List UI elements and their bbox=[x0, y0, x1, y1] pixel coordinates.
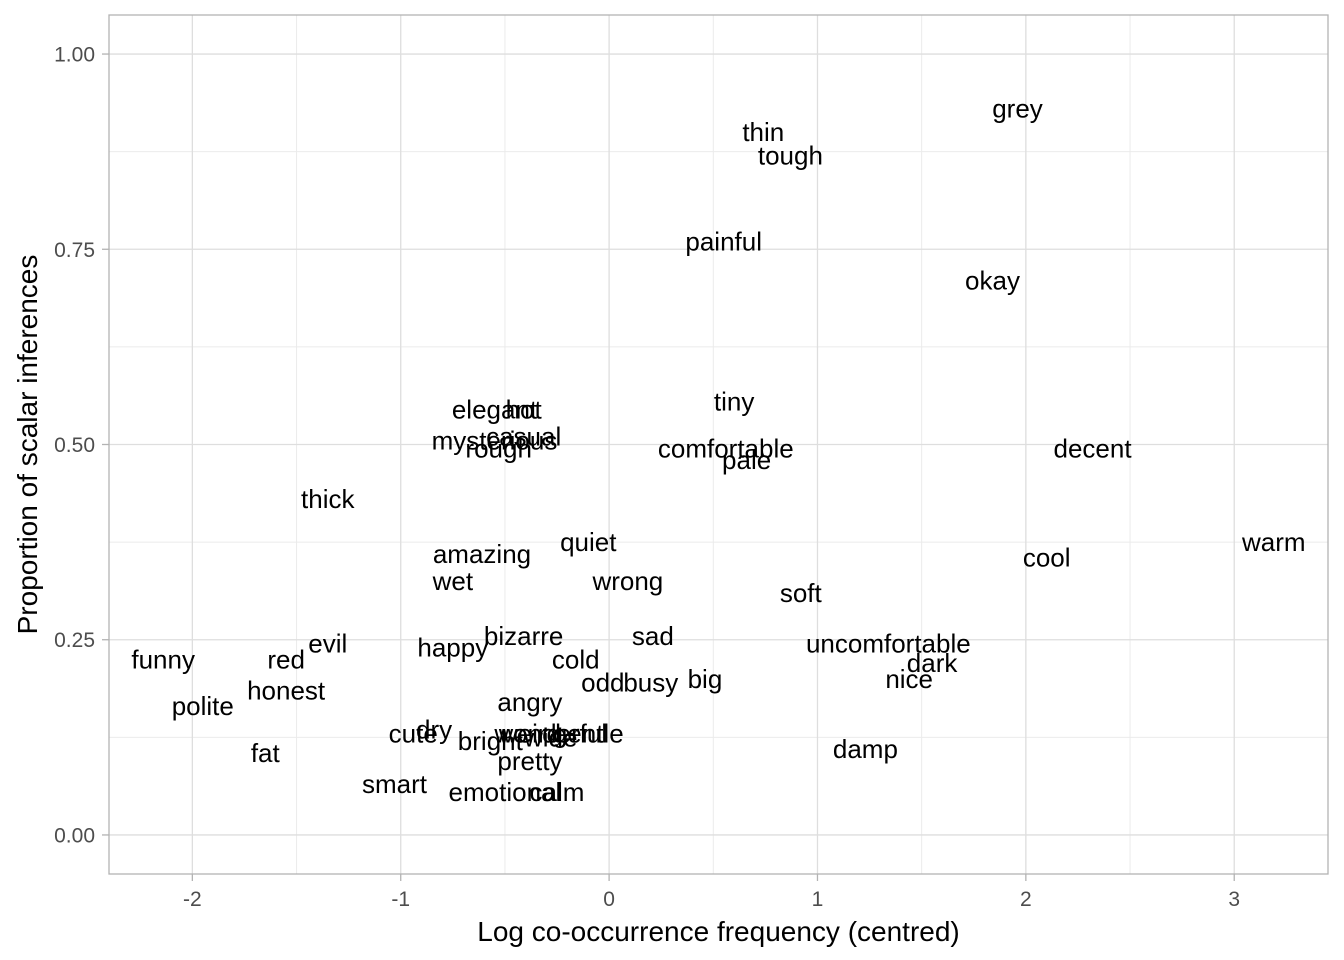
point-label-tiny: tiny bbox=[714, 387, 754, 417]
point-label-red: red bbox=[267, 644, 305, 674]
point-label-polite: polite bbox=[172, 691, 234, 721]
point-label-gentle: gentle bbox=[553, 718, 624, 748]
point-label-smart: smart bbox=[362, 769, 428, 799]
point-label-amazing: amazing bbox=[433, 539, 531, 569]
point-label-wonderful: wonderful bbox=[493, 718, 607, 748]
point-label-honest: honest bbox=[247, 675, 326, 705]
point-label-pretty: pretty bbox=[497, 746, 562, 776]
x-tick-label: -1 bbox=[391, 888, 410, 911]
point-label-thin: thin bbox=[742, 117, 784, 147]
point-label-painful: painful bbox=[685, 226, 762, 256]
point-label-mysterious: mysterious bbox=[432, 426, 558, 456]
point-label-cool: cool bbox=[1023, 543, 1071, 573]
y-axis: 0.00 0.25 0.50 0.75 1.00 bbox=[54, 44, 109, 847]
x-axis-title: Log co-occurrence frequency (centred) bbox=[477, 916, 959, 947]
point-label-decent: decent bbox=[1053, 433, 1132, 463]
point-label-pale: pale bbox=[722, 445, 771, 475]
word-labels: greythintoughpainfulokaytinyeleganthotca… bbox=[131, 94, 1305, 807]
point-label-casual: casual bbox=[486, 422, 561, 452]
point-label-nice: nice bbox=[885, 664, 933, 694]
y-tick-label: 0.00 bbox=[54, 824, 95, 847]
point-label-uncomfortable: uncomfortable bbox=[806, 629, 971, 659]
point-label-dry: dry bbox=[416, 715, 452, 745]
point-label-weird: weird bbox=[498, 718, 561, 748]
point-label-fat: fat bbox=[251, 738, 281, 768]
point-label-comfortable: comfortable bbox=[658, 433, 794, 463]
point-label-cute: cute bbox=[389, 718, 438, 748]
point-label-happy: happy bbox=[417, 633, 488, 663]
x-tick-label: 0 bbox=[603, 888, 615, 911]
y-tick-label: 0.25 bbox=[54, 629, 95, 652]
point-label-cold: cold bbox=[552, 644, 600, 674]
point-label-elegant: elegant bbox=[452, 394, 538, 424]
point-label-tough: tough bbox=[758, 141, 823, 171]
point-label-funny: funny bbox=[131, 644, 195, 674]
point-label-odd: odd bbox=[581, 668, 624, 698]
point-label-okay: okay bbox=[965, 266, 1020, 296]
y-tick-label: 1.00 bbox=[54, 44, 95, 67]
x-tick-label: 2 bbox=[1020, 888, 1032, 911]
point-label-bizarre: bizarre bbox=[484, 621, 563, 651]
point-label-dark: dark bbox=[907, 648, 959, 678]
point-label-wide: wide bbox=[523, 722, 577, 752]
point-label-rough: rough bbox=[465, 433, 532, 463]
y-axis-title: Proportion of scalar inferences bbox=[12, 255, 43, 635]
point-label-angry: angry bbox=[497, 687, 562, 717]
point-label-warm: warm bbox=[1241, 527, 1306, 557]
major-gridlines bbox=[109, 15, 1328, 874]
point-label-soft: soft bbox=[780, 578, 823, 608]
point-label-wet: wet bbox=[432, 566, 474, 596]
point-label-thick: thick bbox=[301, 484, 355, 514]
point-label-bright: bright bbox=[458, 726, 524, 756]
point-label-emotional: emotional bbox=[449, 777, 562, 807]
point-label-sad: sad bbox=[632, 621, 674, 651]
point-label-busy: busy bbox=[623, 668, 678, 698]
x-tick-label: 1 bbox=[812, 888, 824, 911]
point-label-hot: hot bbox=[506, 394, 543, 424]
y-tick-label: 0.75 bbox=[54, 239, 95, 262]
point-label-calm: calm bbox=[530, 777, 585, 807]
x-tick-label: 3 bbox=[1228, 888, 1240, 911]
point-label-damp: damp bbox=[833, 734, 898, 764]
point-label-wrong: wrong bbox=[591, 566, 663, 596]
point-label-evil: evil bbox=[308, 629, 347, 659]
x-axis: -2 -1 0 1 2 3 bbox=[183, 874, 1240, 911]
point-label-quiet: quiet bbox=[560, 527, 617, 557]
x-tick-label: -2 bbox=[183, 888, 202, 911]
point-label-big: big bbox=[688, 664, 723, 694]
point-label-grey: grey bbox=[992, 94, 1043, 124]
y-tick-label: 0.50 bbox=[54, 434, 95, 457]
